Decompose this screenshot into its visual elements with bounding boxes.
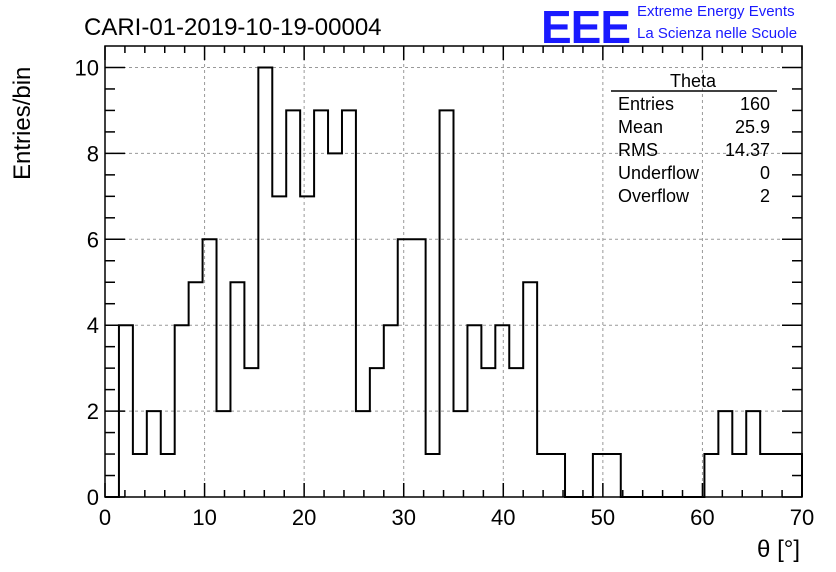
chart-title: CARI-01-2019-10-19-00004 (84, 14, 382, 41)
stats-label: Underflow (618, 163, 700, 183)
stats-label: Entries (618, 94, 674, 114)
stats-rows: Entries 160 Mean 25.9 RMS 14.37 Underflow 0 Over… (618, 94, 770, 206)
histogram-line (105, 66, 803, 498)
logo-line-1: Extreme Energy Events (637, 3, 795, 20)
y-axis-label: Entries/bin (9, 67, 36, 180)
y-tick-label: 4 (87, 313, 99, 338)
x-tick-label: 60 (690, 505, 714, 530)
y-tick-label: 8 (87, 141, 99, 166)
stats-value: 0 (760, 163, 770, 183)
y-tick-label: 6 (87, 227, 99, 252)
stats-label: Overflow (618, 186, 690, 206)
x-tick-label: 30 (391, 505, 415, 530)
plot-frame (104, 45, 803, 498)
stats-value: 25.9 (735, 117, 770, 137)
stats-label: RMS (618, 140, 658, 160)
x-axis-label: θ [°] (757, 536, 800, 563)
x-tick-label: 40 (491, 505, 515, 530)
x-tick-label: 50 (591, 505, 615, 530)
x-tick-label: 20 (292, 505, 316, 530)
axis-ticks (104, 46, 803, 498)
logo-line-2: La Scienza nelle Scuole (637, 25, 798, 42)
y-tick-label: 10 (75, 55, 99, 80)
y-tick-label: 0 (87, 485, 99, 510)
eee-logo: EEE (541, 1, 631, 53)
stats-title: Theta (670, 71, 717, 91)
x-tick-label: 70 (790, 505, 814, 530)
x-tick-label: 0 (99, 505, 111, 530)
stats-label: Mean (618, 117, 663, 137)
stats-value: 2 (760, 186, 770, 206)
stats-box: Theta Entries 160 Mean 25.9 RMS 14.37 Underflo… (611, 71, 777, 206)
x-tick-label: 10 (192, 505, 216, 530)
y-tick-label: 2 (87, 399, 99, 424)
stats-value: 160 (740, 94, 770, 114)
stats-value: 14.37 (725, 140, 770, 160)
